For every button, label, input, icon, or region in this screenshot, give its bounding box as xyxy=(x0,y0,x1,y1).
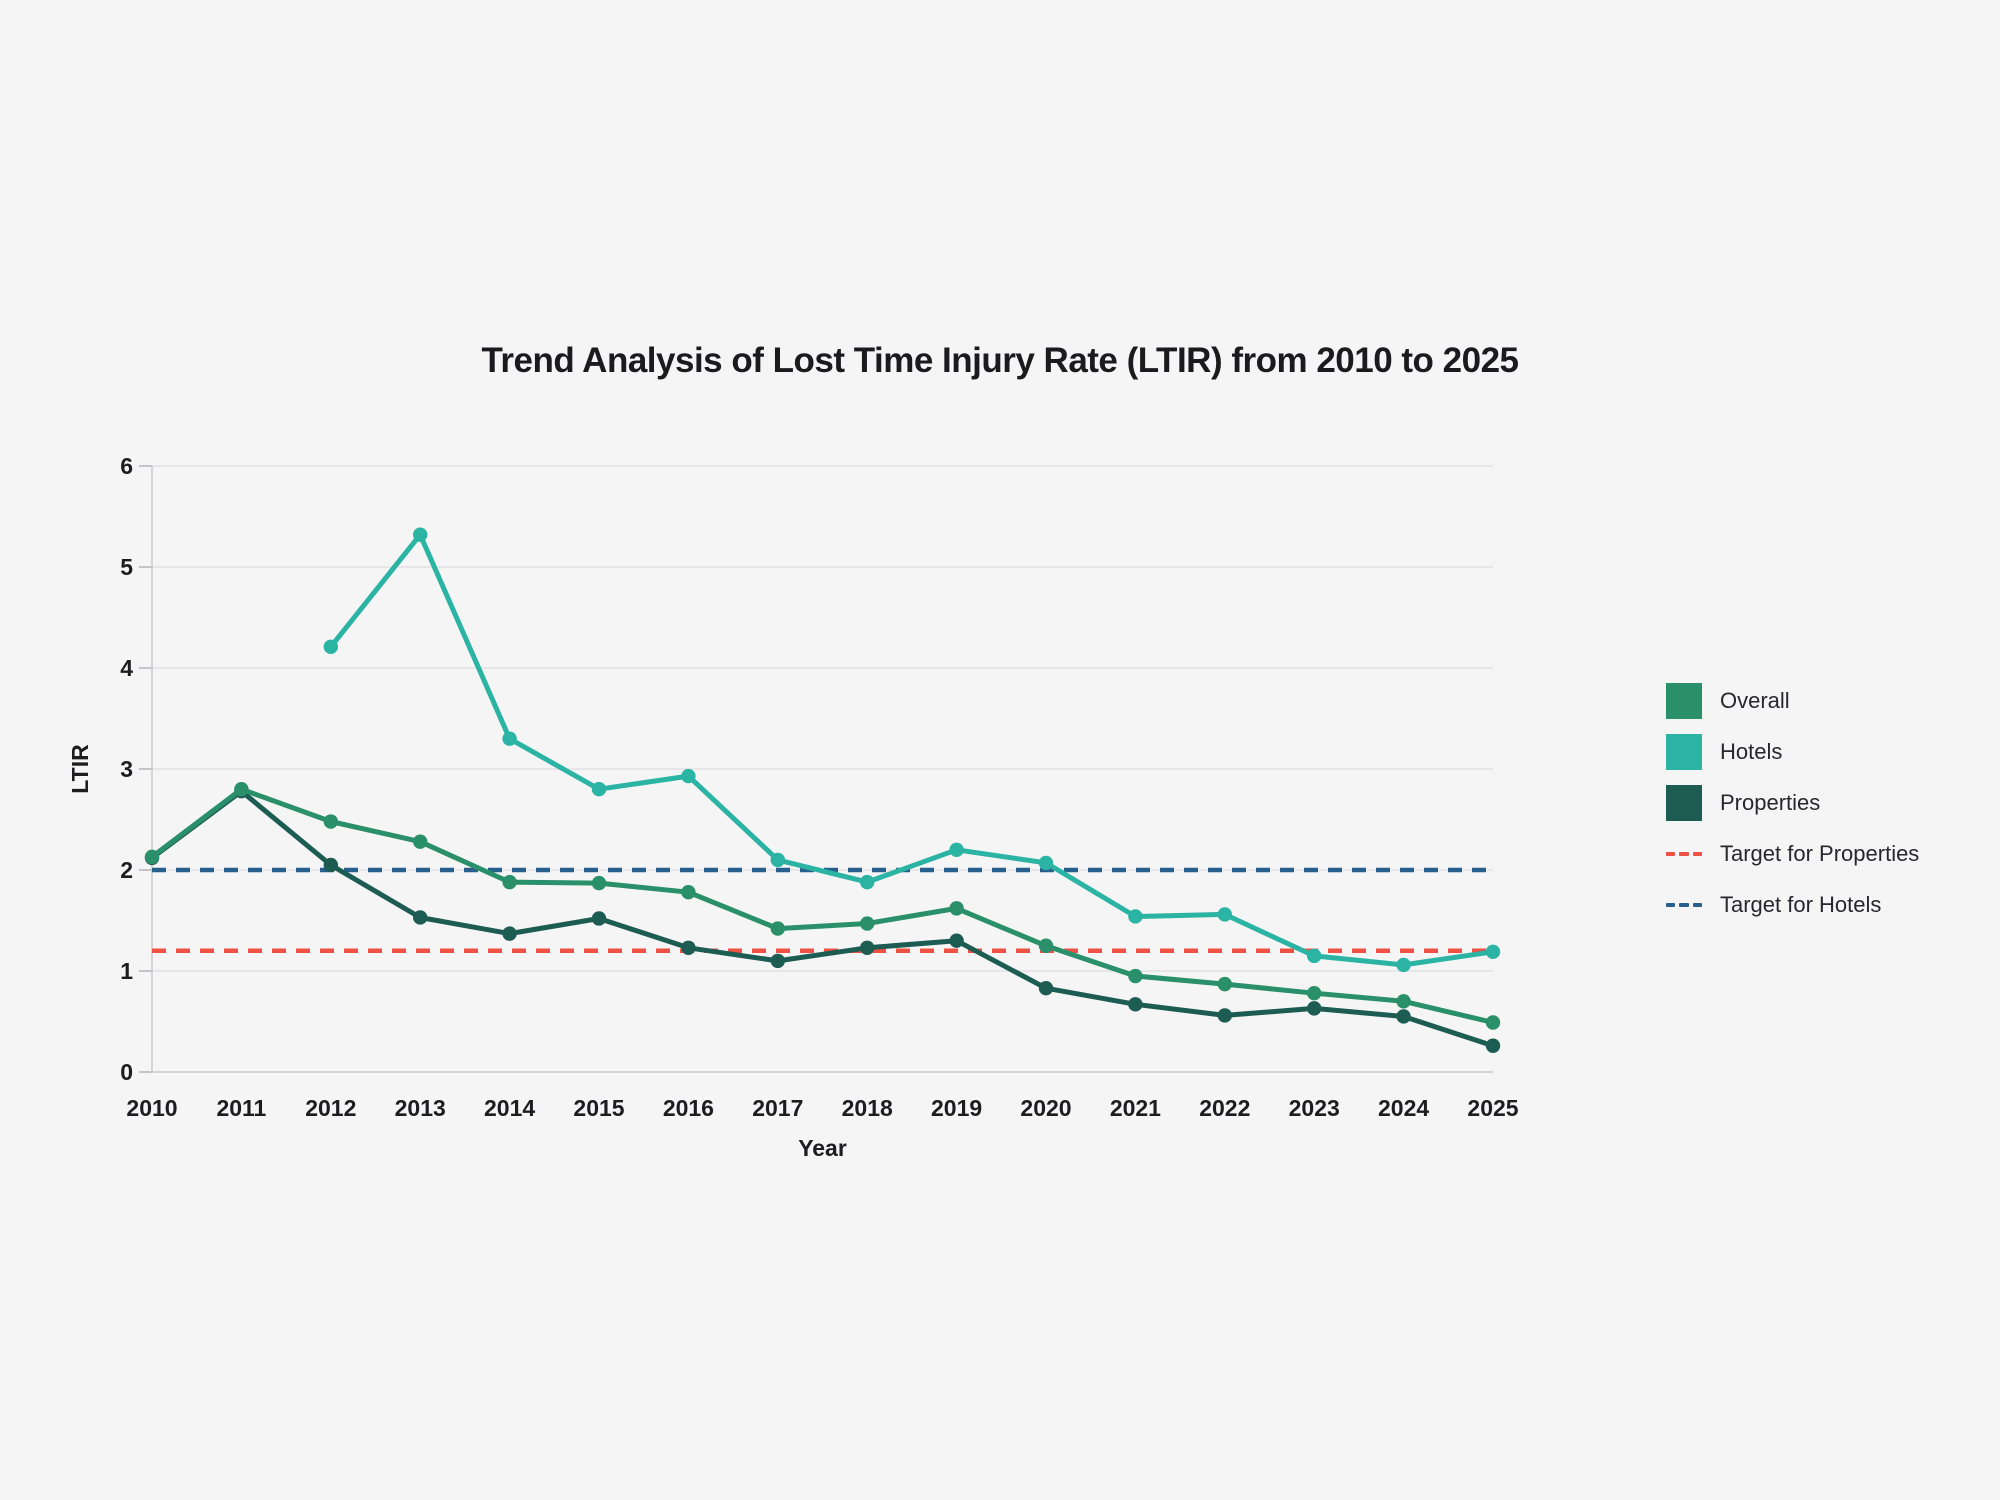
x-tick-label-2019: 2019 xyxy=(931,1095,982,1121)
data-point-hotels-2021 xyxy=(1128,909,1143,924)
data-point-overall-2016 xyxy=(681,885,696,900)
y-tick-label-0: 0 xyxy=(120,1059,133,1085)
data-point-hotels-2025 xyxy=(1485,944,1501,960)
legend-item-target-for-properties: Target for Properties xyxy=(1666,836,1919,872)
x-tick-label-2016: 2016 xyxy=(663,1095,714,1121)
y-tick-label-3: 3 xyxy=(120,756,133,782)
data-point-properties-2018 xyxy=(860,940,875,955)
data-point-properties-2013 xyxy=(413,910,428,925)
y-tick-label-5: 5 xyxy=(120,554,133,580)
data-point-hotels-2016 xyxy=(681,768,696,784)
data-point-overall-2025 xyxy=(1485,1015,1501,1030)
data-point-properties-2017 xyxy=(770,953,785,969)
legend-label-hotels: Hotels xyxy=(1720,739,1783,764)
x-tick-label-2023: 2023 xyxy=(1289,1095,1340,1121)
data-point-overall-2013 xyxy=(413,834,428,849)
data-point-hotels-2018 xyxy=(860,874,875,890)
data-point-properties-2015 xyxy=(591,911,607,926)
data-point-overall-2012 xyxy=(323,814,338,829)
x-axis-title: Year xyxy=(798,1135,847,1161)
x-tick-label-2010: 2010 xyxy=(126,1095,177,1121)
data-point-overall-2019 xyxy=(949,901,964,916)
data-point-overall-2014 xyxy=(502,874,517,890)
x-tick-label-2020: 2020 xyxy=(1020,1095,1071,1121)
y-axis-title: LTIR xyxy=(67,744,93,794)
legend-label-target-for-properties: Target for Properties xyxy=(1720,841,1920,866)
legend-item-target-for-hotels: Target for Hotels xyxy=(1666,887,1919,923)
legend-dash-target-for-properties xyxy=(1666,836,1702,872)
data-point-overall-2024 xyxy=(1396,994,1411,1009)
data-point-overall-2023 xyxy=(1307,986,1322,1001)
data-point-overall-2022 xyxy=(1217,976,1233,992)
data-point-hotels-2019 xyxy=(949,842,964,857)
data-point-hotels-2012 xyxy=(323,639,338,654)
data-point-properties-2016 xyxy=(681,940,696,955)
data-point-properties-2019 xyxy=(949,933,964,948)
data-point-hotels-2024 xyxy=(1396,957,1411,973)
x-tick-label-2014: 2014 xyxy=(484,1095,535,1121)
data-point-properties-2020 xyxy=(1038,980,1054,996)
x-tick-label-2013: 2013 xyxy=(395,1095,446,1121)
series-line-overall xyxy=(149,786,1496,1025)
data-point-hotels-2023 xyxy=(1307,948,1322,964)
data-point-properties-2012 xyxy=(323,857,338,873)
y-tick-label-1: 1 xyxy=(120,958,133,984)
x-tick-label-2024: 2024 xyxy=(1378,1095,1429,1121)
y-tick-label-2: 2 xyxy=(120,857,133,883)
data-point-overall-2011 xyxy=(234,782,249,797)
data-point-properties-2021 xyxy=(1128,997,1143,1012)
legend-label-target-for-hotels: Target for Hotels xyxy=(1720,892,1882,917)
legend-label-overall: Overall xyxy=(1720,688,1790,713)
x-tick-label-2015: 2015 xyxy=(573,1095,624,1121)
data-point-hotels-2015 xyxy=(591,782,607,797)
series-line-hotels xyxy=(328,532,1496,968)
data-point-hotels-2022 xyxy=(1217,907,1233,922)
data-point-overall-2018 xyxy=(860,916,875,931)
legend-item-properties: Properties xyxy=(1666,785,1919,821)
x-tick-label-2025: 2025 xyxy=(1467,1095,1518,1121)
legend: Overall Hotels Properties Target for Proper… xyxy=(1666,683,1919,923)
data-point-overall-2010 xyxy=(144,849,160,865)
legend-swatch-hotels xyxy=(1666,734,1702,770)
data-point-properties-2025 xyxy=(1485,1038,1501,1053)
x-tick-label-2017: 2017 xyxy=(752,1095,803,1121)
x-tick-label-2011: 2011 xyxy=(216,1095,266,1121)
data-point-hotels-2014 xyxy=(502,731,517,746)
data-point-properties-2014 xyxy=(502,926,517,941)
chart-title: Trend Analysis of Lost Time Injury Rate … xyxy=(481,341,1519,380)
data-point-properties-2023 xyxy=(1307,1001,1322,1016)
legend-swatch-overall xyxy=(1666,683,1702,719)
legend-label-properties: Properties xyxy=(1720,790,1821,815)
data-point-overall-2020 xyxy=(1038,938,1054,953)
data-point-overall-2015 xyxy=(591,875,607,891)
legend-item-hotels: Hotels xyxy=(1666,734,1919,770)
data-point-hotels-2017 xyxy=(770,852,785,868)
data-point-properties-2024 xyxy=(1396,1009,1411,1024)
x-tick-label-2021: 2021 xyxy=(1110,1095,1161,1121)
data-point-hotels-2020 xyxy=(1038,855,1054,871)
x-tick-label-2022: 2022 xyxy=(1199,1095,1250,1121)
x-tick-label-2018: 2018 xyxy=(842,1095,893,1121)
x-tick-label-2012: 2012 xyxy=(305,1095,356,1121)
data-point-overall-2021 xyxy=(1128,968,1143,984)
legend-swatch-properties xyxy=(1666,785,1702,821)
y-tick-label-4: 4 xyxy=(120,655,133,681)
series-line-properties xyxy=(149,788,1496,1049)
legend-item-overall: Overall xyxy=(1666,683,1919,719)
data-point-overall-2017 xyxy=(770,921,785,936)
y-tick-label-6: 6 xyxy=(120,453,133,479)
data-point-properties-2022 xyxy=(1217,1008,1233,1023)
legend-dash-target-for-hotels xyxy=(1666,887,1702,923)
data-point-hotels-2013 xyxy=(413,527,428,542)
